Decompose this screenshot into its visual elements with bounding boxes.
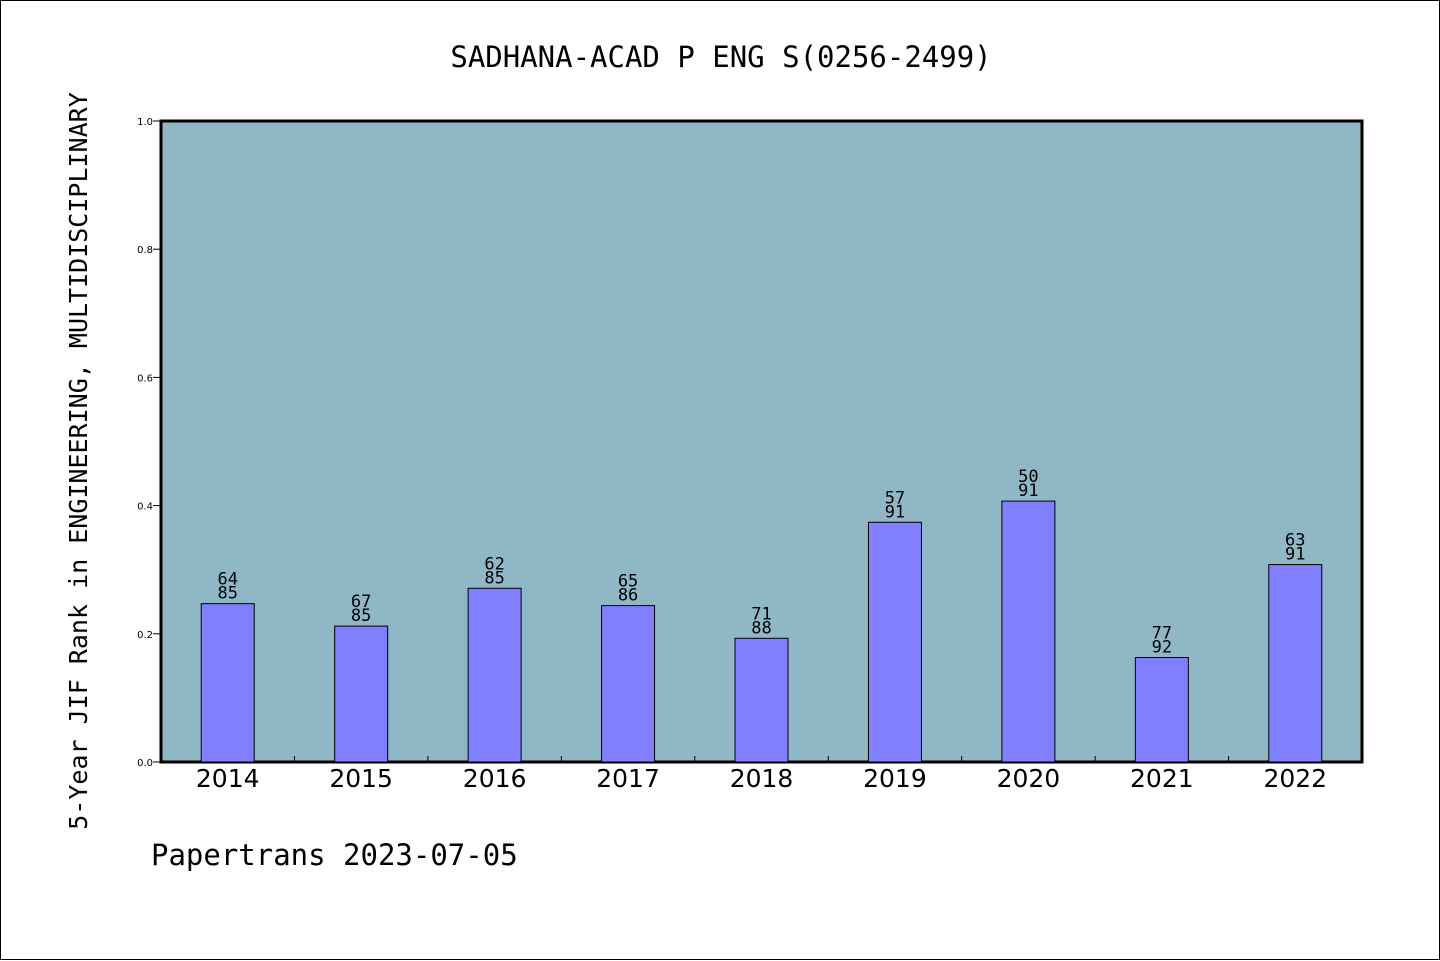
x-axis-ticks bbox=[293, 756, 1230, 762]
bar-rank-label: 62 bbox=[484, 554, 504, 574]
bar-total-label: 91 bbox=[885, 502, 905, 522]
bar-rank-label: 71 bbox=[751, 604, 771, 624]
x-tick-label: 2021 bbox=[1130, 764, 1194, 793]
x-tick-label: 2020 bbox=[997, 764, 1061, 793]
x-tick-label: 2022 bbox=[1263, 764, 1327, 793]
y-tick-label: 0.8 bbox=[137, 245, 153, 256]
bar-rank-label: 50 bbox=[1018, 467, 1038, 487]
y-tick-label: 0.6 bbox=[137, 373, 153, 384]
x-tick-label: 2018 bbox=[730, 764, 794, 793]
y-axis-label: 5-Year JIF Rank in ENGINEERING, MULTIDIS… bbox=[64, 92, 93, 830]
bar-rank-label: 67 bbox=[351, 592, 371, 612]
bars bbox=[200, 500, 1323, 763]
bar-total-label: 88 bbox=[751, 618, 771, 638]
y-axis-ticks: 0.0 0.2 0.4 0.6 0.8 1.0 bbox=[137, 117, 161, 769]
bar-total-label: 85 bbox=[351, 606, 371, 626]
y-tick-label: 0.4 bbox=[137, 502, 153, 513]
x-tick-label: 2015 bbox=[329, 764, 393, 793]
bar-total-label: 85 bbox=[217, 584, 237, 604]
bar-total-label: 86 bbox=[618, 586, 638, 606]
bar-2014 bbox=[200, 603, 255, 763]
x-tick-label: 2019 bbox=[863, 764, 927, 793]
bar-rank-label: 77 bbox=[1152, 624, 1172, 644]
bar-2020 bbox=[1001, 500, 1056, 763]
bar-2021 bbox=[1134, 657, 1189, 763]
bar-rank-label: 63 bbox=[1285, 531, 1305, 551]
bar-total-label: 85 bbox=[484, 568, 504, 588]
bar-total-label: 92 bbox=[1152, 638, 1172, 658]
bar-2022 bbox=[1268, 564, 1323, 763]
y-tick-label: 1.0 bbox=[137, 117, 153, 128]
bar-rank-label: 57 bbox=[885, 488, 905, 508]
bar-2018 bbox=[734, 637, 789, 763]
bar-2016 bbox=[467, 587, 522, 763]
bar-rank-label: 64 bbox=[217, 570, 237, 590]
x-tick-label: 2017 bbox=[596, 764, 660, 793]
bar-total-label: 91 bbox=[1018, 481, 1038, 501]
y-tick-label: 0.0 bbox=[137, 758, 153, 769]
bar-2017 bbox=[601, 605, 656, 763]
x-axis-labels: 2014 2015 2016 2017 2018 2019 2020 2021 2022 bbox=[196, 764, 1327, 793]
x-tick-label: 2016 bbox=[463, 764, 527, 793]
bar-total-label: 91 bbox=[1285, 545, 1305, 565]
x-tick-label: 2014 bbox=[196, 764, 260, 793]
bar-rank-label: 65 bbox=[618, 572, 638, 592]
y-tick-label: 0.2 bbox=[137, 630, 153, 641]
footer-note: Papertrans 2023-07-05 bbox=[151, 838, 518, 872]
bar-2015 bbox=[334, 625, 389, 763]
bar-2019 bbox=[867, 521, 922, 763]
chart-title: SADHANA-ACAD P ENG S(0256-2499) bbox=[450, 40, 991, 74]
